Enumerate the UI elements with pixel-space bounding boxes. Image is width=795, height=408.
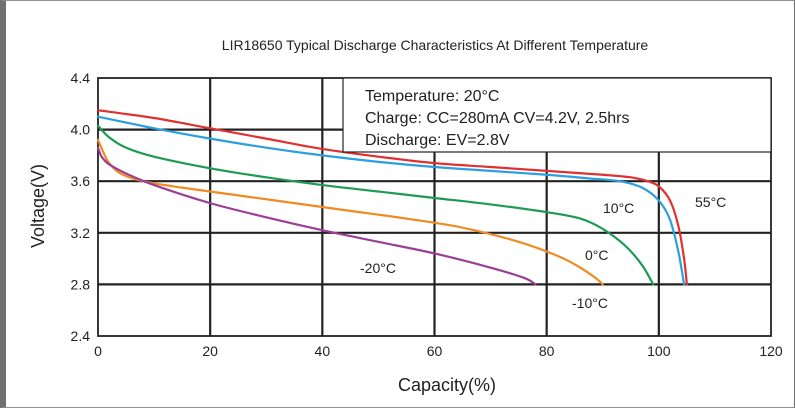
series-line-2 — [96, 124, 655, 286]
series-group — [96, 109, 688, 286]
info-temperature: Temperature: 20°C — [365, 88, 499, 105]
y-tick-label: 2.4 — [71, 328, 91, 344]
series-label-0c: 0°C — [585, 247, 609, 263]
y-tick-label: 3.6 — [71, 173, 91, 189]
info-box-border — [342, 77, 772, 153]
y-tick-label: 3.2 — [71, 225, 91, 241]
series-label-10c: 10°C — [603, 200, 634, 216]
series-label-neg10c: -10°C — [572, 295, 608, 311]
info-box: Temperature: 20°C Charge: CC=280mA CV=4.… — [342, 77, 772, 153]
x-tick-label: 120 — [759, 343, 783, 359]
series-label-55c: 55°C — [695, 194, 726, 210]
x-tick-label: 0 — [94, 343, 102, 359]
series-labels: 55°C 10°C 0°C -10°C -20°C — [360, 194, 726, 311]
x-axis-label: Capacity(%) — [398, 375, 496, 395]
series-line-4 — [96, 146, 537, 286]
y-tick-label: 2.8 — [71, 276, 91, 292]
info-charge: Charge: CC=280mA CV=4.2V, 2.5hrs — [365, 110, 629, 127]
info-discharge: Discharge: EV=2.8V — [365, 132, 510, 149]
x-tick-label: 60 — [427, 343, 443, 359]
series-line-1 — [96, 115, 686, 286]
x-tick-label: 20 — [202, 343, 218, 359]
y-tick-label: 4.0 — [71, 122, 91, 138]
y-axis-label: Voltage(V) — [28, 164, 48, 248]
series-line-3 — [96, 138, 604, 286]
x-tick-label: 100 — [647, 343, 671, 359]
chart-title: LIR18650 Typical Discharge Characteristi… — [222, 37, 649, 53]
x-tick-label: 80 — [539, 343, 555, 359]
series-line-0 — [96, 109, 688, 286]
x-tick-label: 40 — [315, 343, 331, 359]
series-label-neg20c: -20°C — [360, 260, 396, 276]
y-tick-label: 4.4 — [71, 70, 91, 86]
axis-ticks: 0 20 40 60 80 100 120 2.4 2.8 3.2 3.6 4.0 4.4 — [71, 70, 783, 359]
